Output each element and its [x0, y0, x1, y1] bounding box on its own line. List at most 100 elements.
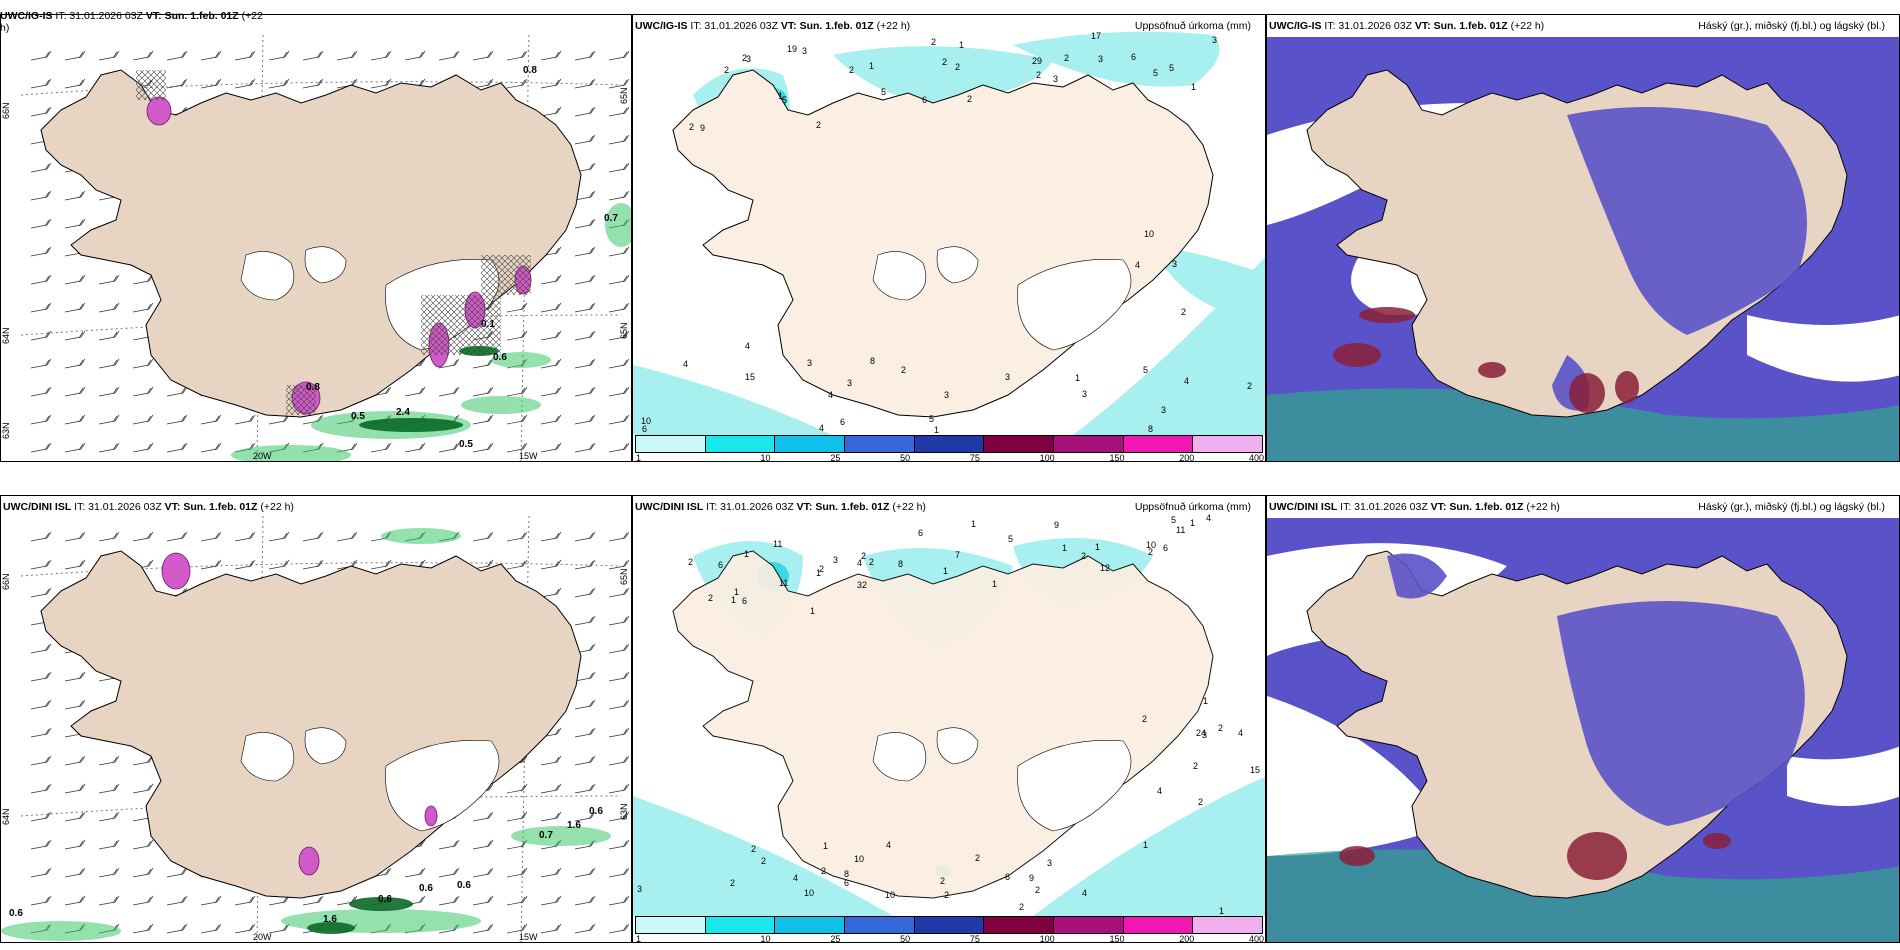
precip-value: 1	[1143, 840, 1148, 850]
lat-label: 66N	[1, 102, 11, 119]
precip-value: 5	[1153, 68, 1158, 78]
precip-value: 2	[1035, 885, 1040, 895]
colorbar-swatch	[705, 436, 776, 452]
wind-barb-icon	[64, 274, 86, 285]
wind-barb-icon	[30, 330, 52, 341]
lead-time-wrap: h)	[0, 22, 10, 34]
precip-value: 2	[1064, 53, 1069, 63]
precip-value: 2	[1148, 547, 1153, 557]
wind-barb-icon	[506, 386, 528, 397]
precip-value: 4	[857, 558, 862, 568]
precip-value: 15	[1250, 765, 1260, 775]
precip-value: 2	[751, 844, 756, 854]
colorbar-swatch	[775, 436, 846, 452]
wind-barb-icon	[574, 811, 596, 822]
precip-value: 2	[944, 890, 949, 900]
precip-value: 2	[1193, 761, 1198, 771]
precip-value: 10	[641, 416, 651, 426]
wind-barb-icon	[608, 358, 630, 369]
wind-barb-icon	[64, 783, 86, 794]
precip-value: 1	[971, 519, 976, 529]
wind-barb-icon	[200, 559, 222, 570]
colorbar-swatch	[705, 917, 776, 933]
wind-barb-icon	[404, 50, 426, 61]
wind-barb-icon	[608, 811, 630, 822]
init-time: IT: 31.01.2026 03Z	[52, 10, 146, 22]
map-legend-title: Uppsöfnuð úrkoma (mm)	[1134, 501, 1251, 513]
precip-value: 32	[857, 580, 867, 590]
model-name: UWC/IG-IS	[635, 20, 688, 32]
wind-barb-icon	[608, 755, 630, 766]
wind-barb-icon	[166, 78, 188, 89]
wind-barb-icon	[64, 50, 86, 61]
wind-barb-icon	[574, 923, 596, 934]
init-time: IT: 31.01.2026 03Z	[1321, 20, 1415, 32]
wind-barb-icon	[30, 783, 52, 794]
colorbar-swatch	[636, 436, 706, 452]
wind-barb-icon	[608, 615, 630, 626]
wind-barb-icon	[98, 274, 120, 285]
precip-value: 1	[934, 425, 939, 435]
colorbar-swatch	[1054, 917, 1124, 933]
wind-barb-icon	[540, 531, 562, 542]
wind-barb-icon	[608, 895, 630, 906]
precip-map-panel-top: UWC/IG-IS IT: 31.01.2026 03Z VT: Sun. 1.…	[632, 14, 1266, 462]
cloud-map-bottom	[1267, 518, 1899, 942]
wind-barb-icon	[268, 50, 290, 61]
wind-barb-icon	[166, 923, 188, 934]
wind-barb-icon	[608, 106, 630, 117]
wind-barb-icon	[608, 531, 630, 542]
precip-value: 3	[1053, 74, 1058, 84]
wind-barb-icon	[574, 274, 596, 285]
wind-barb-icon	[540, 358, 562, 369]
wind-barb-icon	[506, 78, 528, 89]
wind-barb-icon	[30, 302, 52, 313]
precip-value: 3	[746, 54, 751, 64]
wind-barb-icon	[64, 442, 86, 453]
wind-barb-icon	[64, 895, 86, 906]
wind-barb-icon	[98, 839, 120, 850]
wind-barb-icon	[574, 895, 596, 906]
wind-barb-icon	[302, 559, 324, 570]
precip-value: 2	[1181, 307, 1186, 317]
wind-barb-icon	[574, 302, 596, 313]
wind-barb-icon	[608, 414, 630, 425]
wind-barb-icon	[574, 386, 596, 397]
precip-value: 5	[782, 95, 787, 105]
panel-header: UWC/DINI ISL IT: 31.01.2026 03Z VT: Sun.…	[1269, 501, 1889, 514]
precip-value: 2	[1198, 797, 1203, 807]
wind-barb-icon	[438, 895, 460, 906]
precip-value: 6	[840, 417, 845, 427]
precip-value: 1	[778, 91, 783, 101]
wind-barb-icon	[30, 386, 52, 397]
wind-barb-icon	[574, 587, 596, 598]
wind-barb-icon	[302, 78, 324, 89]
precip-value: 1	[816, 568, 821, 578]
precip-value: 3	[944, 390, 949, 400]
wind-barb-icon	[30, 414, 52, 425]
colorbar-tick-label: 400	[1249, 453, 1265, 462]
wind-barb-icon	[540, 442, 562, 453]
wind-barb-icon	[608, 246, 630, 257]
value-label: 1.6	[323, 914, 337, 925]
precip-value: 4	[819, 423, 824, 433]
wind-barb-icon	[30, 755, 52, 766]
wind-barb-icon	[64, 78, 86, 89]
init-time: IT: 31.01.2026 03Z	[71, 501, 165, 513]
precip-value: 3	[1202, 730, 1207, 740]
precip-map-panel-bottom: UWC/DINI ISL IT: 31.01.2026 03Z VT: Sun.…	[632, 495, 1266, 943]
value-label: 0.8	[523, 65, 537, 76]
precip-value: 1	[1219, 906, 1224, 916]
value-label: 0.6	[419, 883, 433, 894]
wind-barb-icon	[64, 190, 86, 201]
precip-value: 4	[828, 390, 833, 400]
valid-time: VT: Sun. 1.feb. 01Z	[780, 20, 874, 32]
model-name: UWC/DINI ISL	[1269, 501, 1338, 513]
precip-value: 1	[869, 61, 874, 71]
precip-value: 4	[745, 341, 750, 351]
precip-value: 2	[975, 853, 980, 863]
wind-barb-icon	[506, 923, 528, 934]
wind-barb-icon	[506, 442, 528, 453]
precip-value: 3	[833, 555, 838, 565]
precip-value: 2	[955, 62, 960, 72]
